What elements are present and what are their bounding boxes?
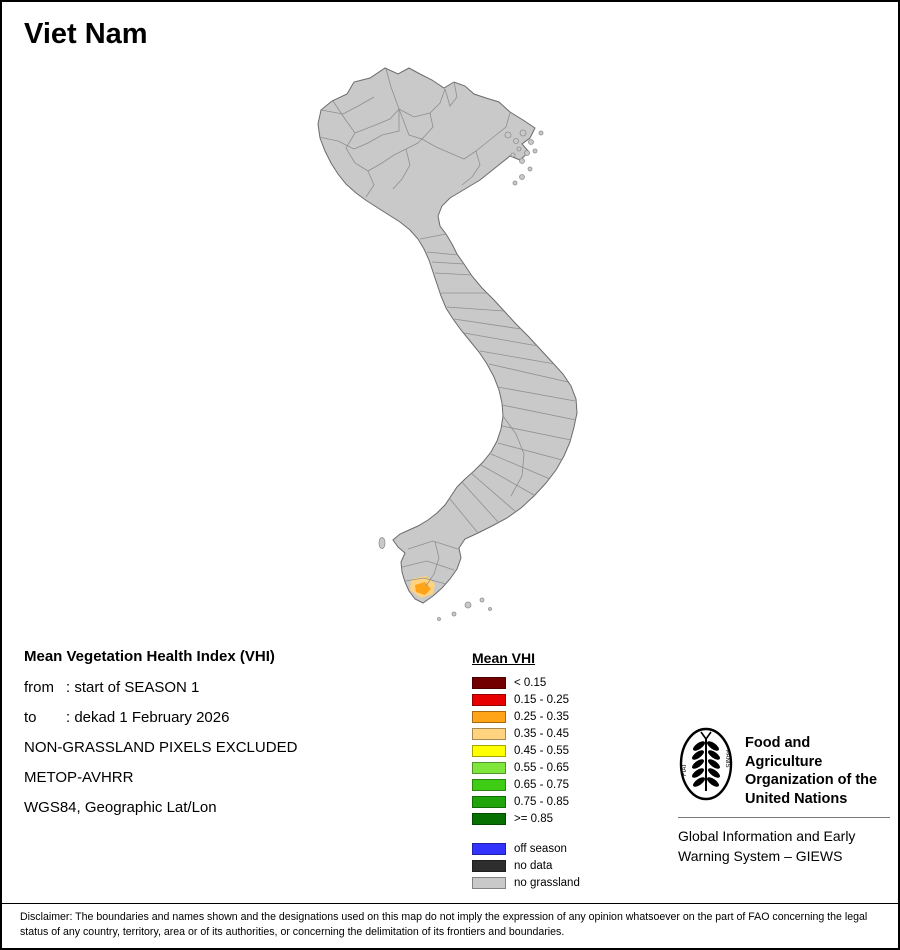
- legend-swatch: [472, 859, 506, 872]
- legend-row: 0.25 - 0.35: [472, 708, 580, 725]
- fao-org-name: Food and Agriculture Organization of the…: [745, 735, 878, 807]
- legend-row: 0.65 - 0.75: [472, 776, 580, 793]
- legend-swatch: [472, 693, 506, 706]
- legend-label: >= 0.85: [514, 812, 554, 825]
- pixels-excluded-note: NON-GRASSLAND PIXELS EXCLUDED: [24, 739, 298, 756]
- legend-label: 0.15 - 0.25: [514, 693, 569, 706]
- legend-swatch: [472, 876, 506, 889]
- legend-label: 0.55 - 0.65: [514, 761, 569, 774]
- fao-motto-panis: PANIS: [724, 750, 730, 768]
- from-label: from: [24, 679, 54, 696]
- fao-motto-fiat: FIAT: [682, 763, 688, 776]
- legend-swatch: [472, 812, 506, 825]
- legend-swatch: [472, 778, 506, 791]
- legend-row: 0.55 - 0.65: [472, 759, 580, 776]
- map-metadata-block: Mean Vegetation Health Index (VHI) from …: [24, 648, 297, 829]
- legend-label: < 0.15: [514, 676, 547, 689]
- from-row: from : start of SEASON 1: [24, 679, 297, 697]
- islands: [378, 129, 544, 621]
- to-row: to : dekad 1 February 2026: [24, 709, 297, 727]
- legend-swatch: [472, 744, 506, 757]
- legend-swatch: [472, 676, 506, 689]
- legend-label: 0.75 - 0.85: [514, 795, 569, 808]
- legend-swatch: [472, 727, 506, 740]
- legend-swatch: [472, 761, 506, 774]
- disclaimer-text: Disclaimer: The boundaries and names sho…: [2, 903, 898, 948]
- legend-row: no grassland: [472, 874, 580, 891]
- legend-label: 0.45 - 0.55: [514, 744, 569, 757]
- legend-gap: [472, 827, 580, 840]
- legend-title: Mean VHI: [472, 650, 536, 666]
- legend-swatch: [472, 795, 506, 808]
- vietnam-country-shape: [317, 67, 578, 604]
- legend-row: 0.75 - 0.85: [472, 793, 580, 810]
- legend-row: >= 0.85: [472, 810, 580, 827]
- legend-label: off season: [514, 842, 567, 855]
- giews-caption: Global Information and Early Warning Sys…: [678, 828, 856, 865]
- page-title: Viet Nam: [24, 18, 148, 50]
- legend-label: 0.25 - 0.35: [514, 710, 569, 723]
- legend: Mean VHI < 0.15 0.15 - 0.25 0.25 - 0.35 …: [472, 650, 580, 891]
- legend-row: no data: [472, 857, 580, 874]
- legend-row: 0.45 - 0.55: [472, 742, 580, 759]
- sensor-name: METOP-AVHRR: [24, 769, 134, 786]
- to-value: : dekad 1 February 2026: [66, 709, 230, 726]
- footer-divider: [678, 817, 890, 819]
- fao-logo: FIAT PANIS: [679, 727, 733, 801]
- from-value: : start of SEASON 1: [66, 679, 200, 696]
- legend-row: off season: [472, 840, 580, 857]
- legend-swatch: [472, 842, 506, 855]
- legend-label: 0.35 - 0.45: [514, 727, 569, 740]
- legend-row: 0.15 - 0.25: [472, 691, 580, 708]
- to-label: to: [24, 709, 37, 726]
- legend-label: no data: [514, 859, 553, 872]
- legend-row: 0.35 - 0.45: [472, 725, 580, 742]
- projection-name: WGS84, Geographic Lat/Lon: [24, 799, 217, 816]
- legend-row: < 0.15: [472, 674, 580, 691]
- legend-label: no grassland: [514, 876, 580, 889]
- province-boundaries: [318, 68, 577, 587]
- fao-footer-block: FIAT PANIS Food and Agriculture Organiza…: [678, 726, 890, 867]
- legend-label: 0.65 - 0.75: [514, 778, 569, 791]
- vhi-heading: Mean Vegetation Health Index (VHI): [24, 648, 275, 665]
- legend-swatch: [472, 710, 506, 723]
